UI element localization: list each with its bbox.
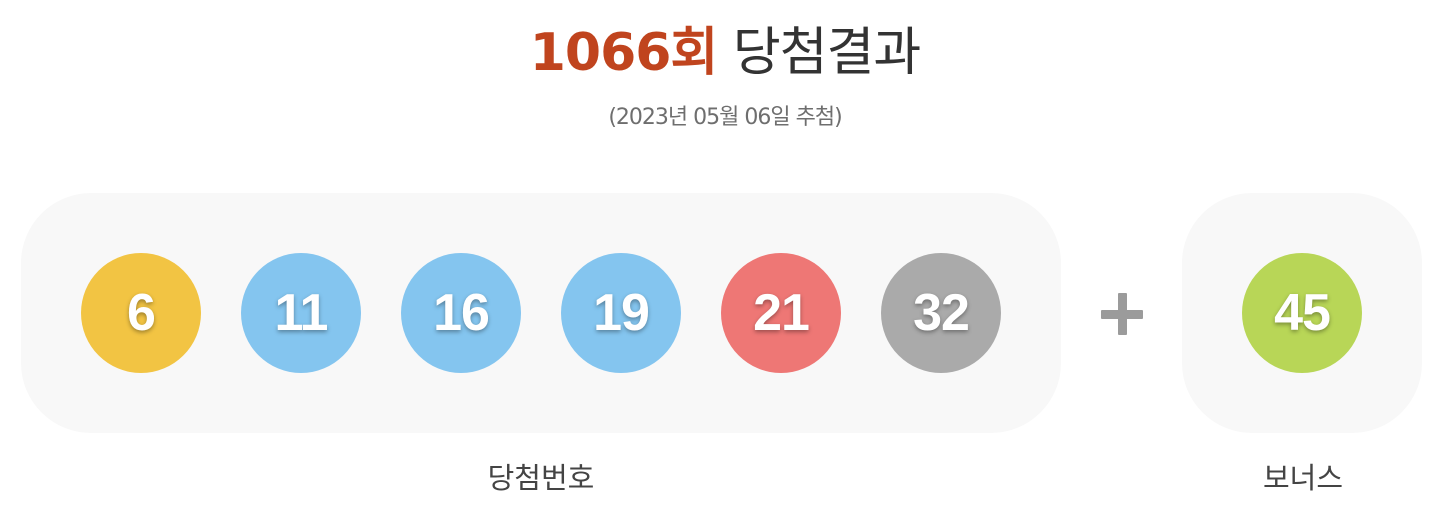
winning-ball-1: 6 bbox=[81, 253, 201, 373]
winning-ball-6: 32 bbox=[881, 253, 1001, 373]
result-title: 1066회 당첨결과 bbox=[0, 20, 1450, 86]
draw-date: (2023년 05월 06일 추첨) bbox=[608, 105, 842, 130]
round-number: 1066회 bbox=[529, 23, 719, 83]
bonus-ball: 45 bbox=[1242, 253, 1362, 373]
winning-ball-3: 16 bbox=[401, 253, 521, 373]
winning-numbers-label: 당첨번호 bbox=[487, 461, 595, 495]
plus-icon bbox=[1101, 293, 1143, 335]
result-heading: 당첨결과 bbox=[732, 23, 921, 83]
winning-ball-5: 21 bbox=[721, 253, 841, 373]
bonus-label: 보너스 bbox=[1262, 461, 1344, 495]
winning-ball-4: 19 bbox=[561, 253, 681, 373]
winning-ball-2: 11 bbox=[241, 253, 361, 373]
